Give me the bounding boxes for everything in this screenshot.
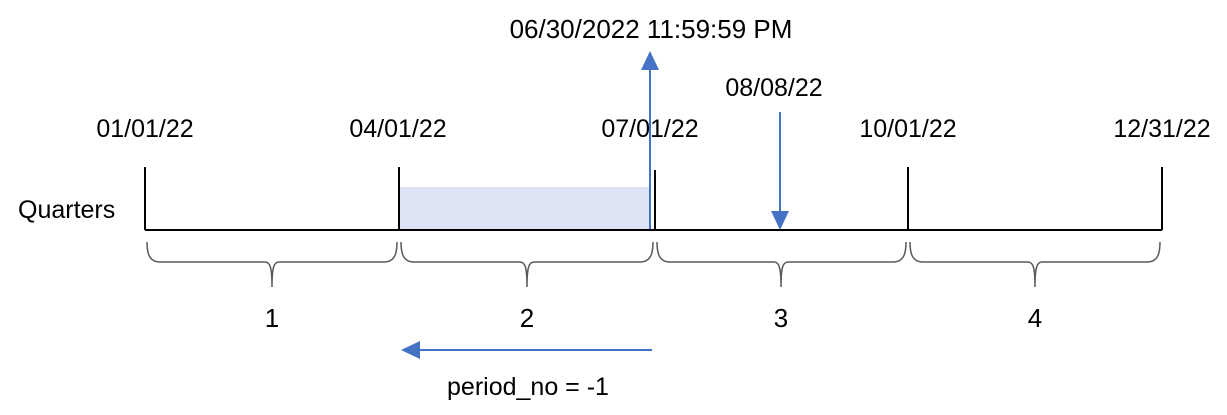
tick-date-label: 01/01/22 [96, 115, 194, 143]
quarter-3-brace [656, 241, 907, 288]
quarter-4-brace [909, 241, 1161, 288]
highlighted-quarter-region [400, 187, 650, 229]
transaction-date-label: 08/08/22 [725, 74, 823, 102]
tick-date-label: 12/31/22 [1113, 115, 1211, 143]
tick-date-label: 04/01/22 [349, 115, 447, 143]
quarter-end-arrow-icon [641, 51, 659, 70]
tick-date-label: 07/01/22 [601, 115, 699, 143]
timeline-axis-label: Quarters [18, 196, 116, 224]
transaction-date-arrow-icon [771, 211, 789, 230]
quarter-number-label: 1 [264, 303, 280, 333]
quarter-number-label: 4 [1027, 303, 1043, 333]
period-no-expression-label: period_no = -1 [447, 373, 609, 401]
tick-date-label: 10/01/22 [859, 115, 957, 143]
quarter-2-brace [400, 241, 654, 288]
quarter-number-label: 2 [519, 303, 535, 333]
quarter-1-brace [146, 241, 398, 288]
quarter-end-timestamp-label: 06/30/2022 11:59:59 PM [509, 14, 793, 44]
period-direction-arrow-icon [401, 341, 420, 359]
quarter-number-label: 3 [773, 303, 789, 333]
